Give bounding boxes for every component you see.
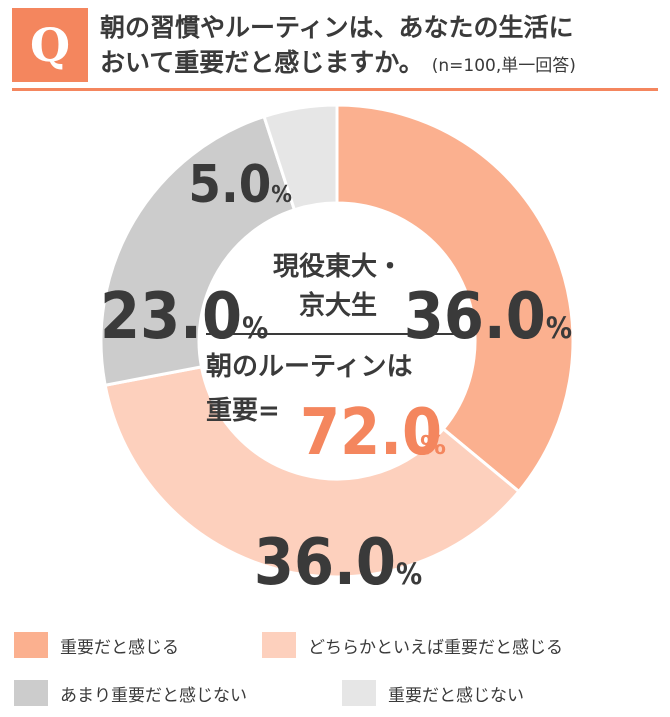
q-badge: Q [12, 8, 88, 82]
legend-swatch-somewhat-important [262, 632, 296, 658]
question-line-1: 朝の習慣やルーティンは、あなたの生活に [100, 13, 574, 42]
legend-item-not-important: 重要だと感じない [342, 680, 524, 706]
center-group-line-1: 現役東大・ [273, 252, 403, 282]
center-summary-value: 72.0 [300, 396, 442, 470]
legend-swatch-not-very [14, 680, 48, 706]
legend-label-important: 重要だと感じる [60, 637, 179, 658]
legend-label-not-very: あまり重要だと感じない [60, 685, 247, 706]
legend-item-important: 重要だと感じる [14, 632, 179, 658]
legend-swatch-important [14, 632, 48, 658]
label-not-very: 23.0% [100, 280, 268, 354]
center-summary-label-1: 朝のルーティンは [206, 351, 412, 382]
donut-chart: 36.0% 36.0% 23.0% 5.0% 現役東大・ 京大生 朝のルーティンは 重… [99, 103, 575, 600]
legend-swatch-not-important [342, 680, 376, 706]
legend-item-somewhat-important: どちらかといえば重要だと感じる [262, 632, 563, 658]
legend-label-somewhat-important: どちらかといえば重要だと感じる [308, 637, 563, 658]
slice-important [335, 103, 575, 494]
question-line-2-text: おいて重要だと感じますか。 [100, 48, 424, 77]
slice-labels: 36.0% 36.0% 23.0% 5.0% [100, 155, 572, 600]
label-somewhat-important: 36.0% [254, 526, 422, 600]
question-header: Q 朝の習慣やルーティンは、あなたの生活に おいて重要だと感じますか。 (n=10… [0, 0, 670, 86]
label-not-important: 5.0% [188, 155, 292, 215]
slice-somewhat-important [103, 365, 521, 579]
legend-item-not-very: あまり重要だと感じない [14, 680, 247, 706]
sample-note: (n=100,単一回答) [431, 56, 576, 76]
label-important: 36.0% [404, 280, 572, 354]
donut-slices [99, 103, 575, 579]
question-line-2: おいて重要だと感じますか。 (n=100,単一回答) [100, 43, 576, 79]
center-group-line-2: 京大生 [299, 290, 377, 321]
legend-label-not-important: 重要だと感じない [388, 685, 524, 706]
slice-not-important [262, 103, 339, 212]
center-summary-label-2: 重要= [206, 396, 280, 426]
header-divider [12, 88, 658, 91]
slice-not-very [99, 114, 297, 387]
center-summary-unit: % [420, 431, 446, 461]
